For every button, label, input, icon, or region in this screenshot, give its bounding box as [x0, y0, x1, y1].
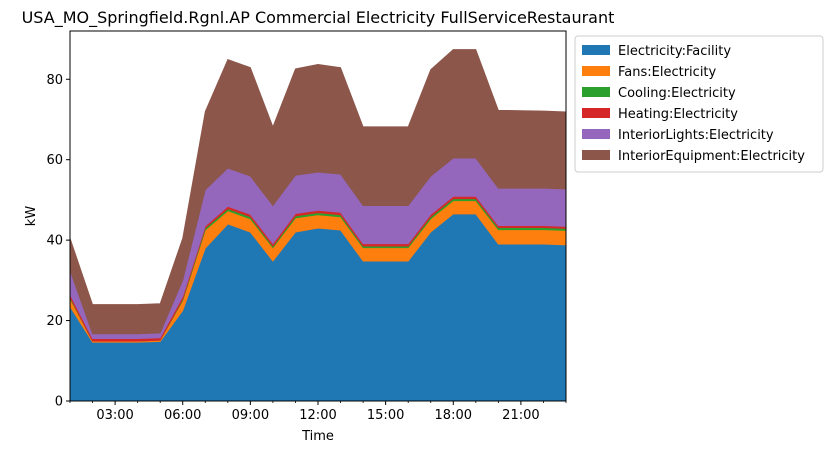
legend-label: InteriorEquipment:Electricity	[618, 149, 805, 164]
legend-box	[574, 35, 824, 173]
legend-swatch	[582, 45, 610, 55]
x-tick-label: 21:00	[502, 408, 539, 423]
legend-swatch	[582, 150, 610, 160]
legend: Electricity:Facility Fans:Electricity Cool…	[574, 35, 824, 173]
y-tick-label: 20	[46, 314, 63, 329]
legend-label: Heating:Electricity	[618, 107, 738, 122]
x-tick-label: 06:00	[164, 408, 201, 423]
x-tick-label: 12:00	[299, 408, 336, 423]
x-axis-label: Time	[301, 429, 334, 444]
x-tick-label: 09:00	[232, 408, 269, 423]
legend-label: Electricity:Facility	[618, 44, 731, 59]
legend-swatch	[582, 87, 610, 97]
x-tick-label: 03:00	[96, 408, 133, 423]
legend-swatch	[582, 129, 610, 139]
legend-swatch	[582, 66, 610, 76]
y-axis: 0 20 40 60 80	[46, 73, 70, 410]
y-tick-label: 0	[55, 395, 63, 410]
chart-title: USA_MO_Springfield.Rgnl.AP Commercial El…	[22, 8, 615, 28]
y-tick-label: 60	[46, 153, 63, 168]
legend-label: Fans:Electricity	[618, 65, 717, 80]
x-tick-label: 18:00	[435, 408, 472, 423]
x-tick-label: 15:00	[367, 408, 404, 423]
x-axis: 03:00 06:00 09:00 12:00 15:00 18:00 21:00	[69, 401, 567, 423]
legend-label: Cooling:Electricity	[618, 86, 736, 101]
legend-swatch	[582, 108, 610, 118]
y-tick-label: 80	[46, 73, 63, 88]
y-tick-label: 40	[46, 234, 63, 249]
y-axis-label: kW	[24, 206, 39, 227]
plot-areas	[69, 49, 567, 402]
legend-label: InteriorLights:Electricity	[618, 128, 774, 143]
